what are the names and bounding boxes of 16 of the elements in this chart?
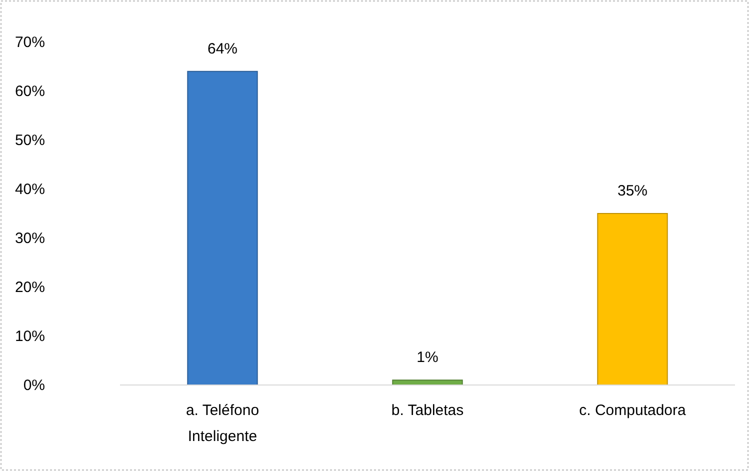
y-tick-label: 60%: [14, 83, 45, 100]
y-tick-label: 10%: [14, 328, 45, 345]
data-label: 1%: [416, 349, 438, 366]
x-tick-label: a. Teléfono Inteligente: [186, 402, 260, 445]
x-tick-label: c. Computadora: [579, 402, 687, 419]
y-tick-label: 50%: [14, 132, 45, 149]
x-tick-label: b. Tabletas: [391, 402, 464, 419]
bar: [597, 213, 668, 386]
data-label: 35%: [617, 182, 648, 200]
y-tick-label: 30%: [14, 230, 45, 247]
y-tick-label: 70%: [14, 34, 45, 51]
data-label: 64%: [207, 40, 238, 58]
y-tick-label: 40%: [14, 181, 45, 198]
y-tick-label: 20%: [14, 279, 45, 296]
bar: [187, 70, 258, 386]
y-tick-label: 0%: [23, 377, 45, 394]
